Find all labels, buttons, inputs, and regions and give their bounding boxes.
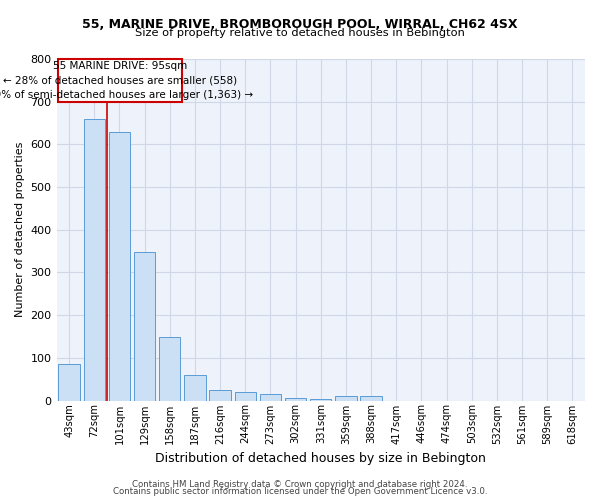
Bar <box>310 399 331 400</box>
Text: Size of property relative to detached houses in Bebington: Size of property relative to detached ho… <box>135 28 465 38</box>
Bar <box>335 396 356 400</box>
Bar <box>260 394 281 400</box>
Bar <box>159 338 181 400</box>
Bar <box>209 390 231 400</box>
Bar <box>285 398 307 400</box>
Bar <box>235 392 256 400</box>
Bar <box>109 132 130 400</box>
Bar <box>361 396 382 400</box>
X-axis label: Distribution of detached houses by size in Bebington: Distribution of detached houses by size … <box>155 452 486 465</box>
Text: 55, MARINE DRIVE, BROMBOROUGH POOL, WIRRAL, CH62 4SX: 55, MARINE DRIVE, BROMBOROUGH POOL, WIRR… <box>82 18 518 30</box>
Y-axis label: Number of detached properties: Number of detached properties <box>15 142 25 318</box>
Bar <box>83 119 105 400</box>
Text: Contains HM Land Registry data © Crown copyright and database right 2024.: Contains HM Land Registry data © Crown c… <box>132 480 468 489</box>
Bar <box>134 252 155 400</box>
Bar <box>58 364 80 401</box>
Text: Contains public sector information licensed under the Open Government Licence v3: Contains public sector information licen… <box>113 487 487 496</box>
Text: 55 MARINE DRIVE: 95sqm
← 28% of detached houses are smaller (558)
69% of semi-de: 55 MARINE DRIVE: 95sqm ← 28% of detached… <box>0 60 253 100</box>
Bar <box>184 375 206 400</box>
